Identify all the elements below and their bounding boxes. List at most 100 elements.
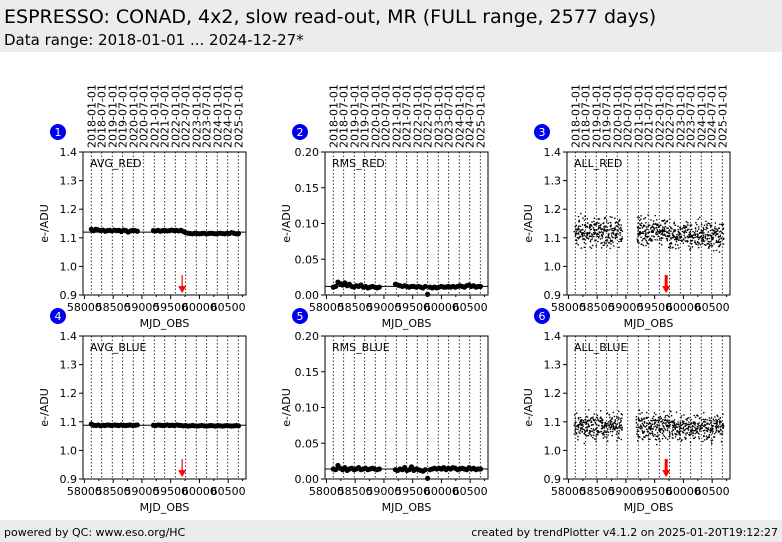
- y-tick-label: 1.3: [544, 359, 562, 372]
- data-point: [574, 226, 576, 228]
- panel-label: ALL_BLUE: [574, 341, 627, 354]
- data-point: [578, 231, 580, 233]
- x-tick-label: 60500: [695, 301, 730, 314]
- data-point: [605, 425, 608, 428]
- data-point: [577, 215, 580, 218]
- data-point: [583, 442, 586, 445]
- data-point: [671, 434, 674, 436]
- data-point: [716, 419, 718, 422]
- data-point: [637, 234, 640, 236]
- data-point: [600, 231, 603, 233]
- x-tick-label: 59000: [124, 485, 159, 498]
- y-axis-label: e-/ADU: [38, 388, 51, 427]
- data-point: [595, 233, 598, 236]
- data-point: [703, 240, 706, 242]
- data-point: [654, 418, 657, 421]
- data-point: [666, 238, 668, 240]
- data-point: [606, 428, 609, 430]
- data-point: [134, 228, 140, 234]
- data-point: [679, 422, 682, 424]
- data-point: [644, 233, 647, 236]
- data-point: [702, 430, 705, 432]
- data-point: [674, 424, 677, 426]
- data-point: [665, 424, 668, 427]
- data-point: [648, 231, 651, 233]
- data-point: [578, 228, 580, 230]
- data-point: [686, 419, 688, 421]
- data-point: [614, 228, 617, 231]
- data-point: [596, 424, 598, 426]
- data-point: [580, 232, 583, 234]
- data-point: [590, 233, 593, 235]
- data-point: [645, 424, 648, 427]
- data-point: [609, 430, 612, 433]
- data-point: [616, 439, 618, 442]
- data-point: [621, 413, 624, 416]
- data-point: [690, 234, 693, 237]
- data-point: [585, 422, 588, 424]
- data-point: [656, 239, 659, 241]
- data-point: [601, 241, 603, 244]
- date-tick-label: 2021-07-01: [159, 84, 172, 148]
- data-point: [664, 235, 667, 237]
- data-point: [719, 433, 722, 435]
- data-point: [717, 241, 720, 244]
- data-point: [579, 231, 582, 233]
- data-point: [721, 224, 724, 226]
- data-point: [636, 241, 639, 243]
- x-tick-label: 60000: [666, 301, 701, 314]
- data-point: [718, 238, 721, 240]
- x-axis-label: MJD_OBS: [140, 501, 190, 514]
- data-point: [708, 243, 710, 246]
- data-point: [617, 410, 620, 413]
- data-point: [640, 243, 643, 245]
- data-point: [610, 426, 612, 429]
- data-point: [579, 432, 581, 435]
- data-point: [573, 230, 576, 233]
- data-point: [668, 421, 670, 424]
- data-point: [687, 221, 689, 224]
- data-point: [593, 229, 596, 232]
- data-point: [669, 421, 672, 423]
- data-point: [577, 243, 580, 246]
- data-point: [588, 235, 591, 237]
- data-point: [676, 429, 679, 432]
- data-point: [610, 243, 612, 245]
- data-point: [613, 428, 616, 430]
- data-point: [666, 227, 668, 229]
- data-point: [656, 435, 659, 438]
- data-point: [656, 223, 659, 225]
- data-point: [660, 239, 662, 241]
- data-point: [645, 226, 648, 228]
- data-point: [706, 430, 709, 433]
- data-point: [235, 423, 242, 429]
- data-point: [599, 231, 601, 234]
- data-point: [650, 425, 653, 427]
- data-point: [689, 247, 692, 250]
- panel-label: ALL_RED: [574, 157, 622, 170]
- data-point: [596, 232, 599, 235]
- data-point: [693, 414, 696, 417]
- data-point: [694, 426, 696, 429]
- data-point: [583, 237, 585, 240]
- data-point: [618, 228, 620, 230]
- data-point: [604, 225, 606, 227]
- data-point: [605, 431, 608, 434]
- data-point: [696, 240, 699, 243]
- data-point: [606, 440, 609, 442]
- data-point: [618, 246, 620, 249]
- data-point: [620, 240, 623, 242]
- data-point: [670, 241, 672, 244]
- date-tick-label: 2025-01-01: [474, 84, 487, 148]
- data-point: [704, 421, 707, 423]
- data-point: [645, 428, 648, 431]
- data-point: [638, 426, 640, 429]
- data-point: [585, 237, 588, 239]
- data-point: [653, 227, 655, 229]
- data-point: [645, 244, 647, 247]
- data-point: [709, 224, 712, 227]
- data-point: [645, 417, 647, 419]
- data-point: [577, 232, 579, 234]
- data-point: [593, 431, 595, 434]
- data-point: [574, 417, 577, 420]
